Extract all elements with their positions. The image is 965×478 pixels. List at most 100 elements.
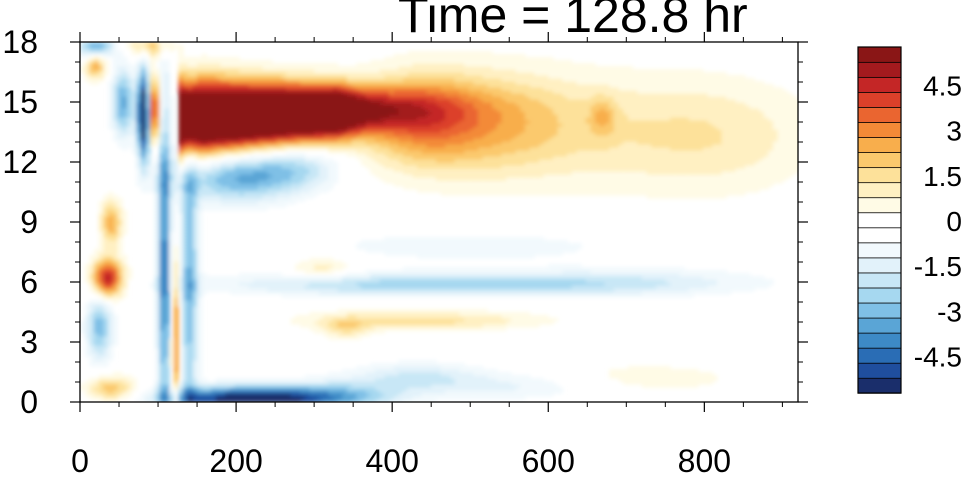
heatmap-cell [229, 198, 236, 202]
heatmap-cell [407, 120, 414, 124]
heatmap-cell [346, 108, 353, 112]
heatmap-cell [328, 270, 334, 274]
heatmap-cell [314, 291, 320, 295]
heatmap-cell [122, 258, 128, 262]
heatmap-cell [187, 327, 193, 331]
heatmap-cell [342, 324, 348, 328]
heatmap-cell [159, 126, 165, 130]
heatmap-cell [159, 132, 165, 136]
heatmap-cell [403, 279, 409, 283]
heatmap-cell [173, 246, 179, 250]
heatmap-cell [108, 276, 114, 280]
heatmap-cell [379, 93, 385, 97]
heatmap-cell [117, 387, 123, 391]
heatmap-cell [136, 96, 142, 100]
heatmap-cell [131, 123, 137, 127]
heatmap-cell [248, 78, 254, 82]
heatmap-cell [290, 276, 296, 280]
heatmap-cell [314, 87, 320, 91]
heatmap-cell [159, 273, 165, 277]
heatmap-cell [159, 285, 165, 289]
heatmap-cell [384, 180, 390, 184]
heatmap-cell [159, 81, 165, 85]
heatmap-cell [286, 396, 292, 400]
heatmap-cell [309, 81, 315, 85]
heatmap-cell [389, 156, 395, 160]
heatmap-cell [253, 141, 259, 145]
heatmap-cell [187, 102, 193, 106]
heatmap-cell [117, 57, 123, 61]
heatmap-cell [136, 156, 142, 160]
heatmap-cell [300, 276, 306, 280]
heatmap-cell [215, 396, 222, 400]
heatmap-cell [253, 105, 259, 109]
heatmap-cell [206, 120, 212, 124]
heatmap-cell [300, 96, 306, 100]
heatmap-cell [117, 243, 123, 247]
heatmap-cell [215, 150, 222, 154]
heatmap-cell [98, 303, 104, 307]
heatmap-cell [370, 270, 376, 274]
heatmap-cell [398, 321, 404, 325]
heatmap-cell [314, 387, 320, 391]
heatmap-cell [393, 72, 399, 76]
heatmap-cell [126, 42, 133, 46]
heatmap-cell [243, 135, 250, 139]
heatmap-cell [234, 180, 240, 184]
heatmap-cell [183, 72, 189, 76]
heatmap-cell [262, 279, 268, 283]
heatmap-cell [267, 168, 273, 172]
heatmap-cell [159, 60, 165, 64]
heatmap-cell [356, 84, 362, 88]
heatmap-cell [164, 321, 170, 325]
heatmap-cell [243, 384, 250, 388]
heatmap-cell [276, 282, 282, 286]
heatmap-cell [220, 87, 226, 91]
heatmap-cell [94, 303, 100, 307]
heatmap-cell [192, 165, 198, 169]
heatmap-cell [239, 204, 245, 208]
heatmap-cell [183, 276, 189, 280]
heatmap-cell [211, 63, 217, 67]
heatmap-cell [126, 141, 133, 145]
heatmap-cell [272, 63, 278, 67]
heatmap-cell [164, 276, 170, 280]
heatmap-cell [272, 162, 278, 166]
heatmap-cell [150, 399, 156, 402]
heatmap-cell [398, 123, 404, 127]
heatmap-cell [257, 72, 264, 76]
heatmap-cell [103, 363, 109, 367]
heatmap-cell [257, 180, 264, 184]
heatmap-cell [318, 63, 325, 67]
heatmap-cell [164, 123, 170, 127]
heatmap-cell [169, 141, 175, 145]
heatmap-cell [169, 192, 175, 196]
heatmap-cell [126, 390, 133, 394]
heatmap-cell [384, 153, 390, 157]
heatmap-cell [370, 396, 376, 400]
heatmap-cell [295, 378, 301, 382]
heatmap-cell [370, 246, 376, 250]
heatmap-cell [253, 273, 259, 277]
heatmap-cell [225, 381, 231, 385]
heatmap-cell [164, 267, 170, 271]
heatmap-cell [361, 375, 367, 379]
heatmap-cell [384, 144, 390, 148]
heatmap-cell [248, 165, 254, 169]
heatmap-cell [145, 141, 151, 145]
heatmap-cell [412, 270, 418, 274]
heatmap-cell [108, 102, 114, 106]
heatmap-cell [342, 396, 348, 400]
heatmap-cell [108, 318, 114, 322]
heatmap-cell [346, 294, 353, 298]
heatmap-cell [253, 177, 259, 181]
heatmap-cell [145, 165, 151, 169]
heatmap-cell [375, 63, 381, 67]
heatmap-cell [140, 189, 147, 193]
heatmap-cell [328, 171, 334, 175]
heatmap-cell [187, 339, 193, 343]
heatmap-cell [126, 384, 133, 388]
heatmap-cell [154, 48, 161, 52]
heatmap-cell [318, 288, 325, 292]
heatmap-cell [375, 165, 381, 169]
